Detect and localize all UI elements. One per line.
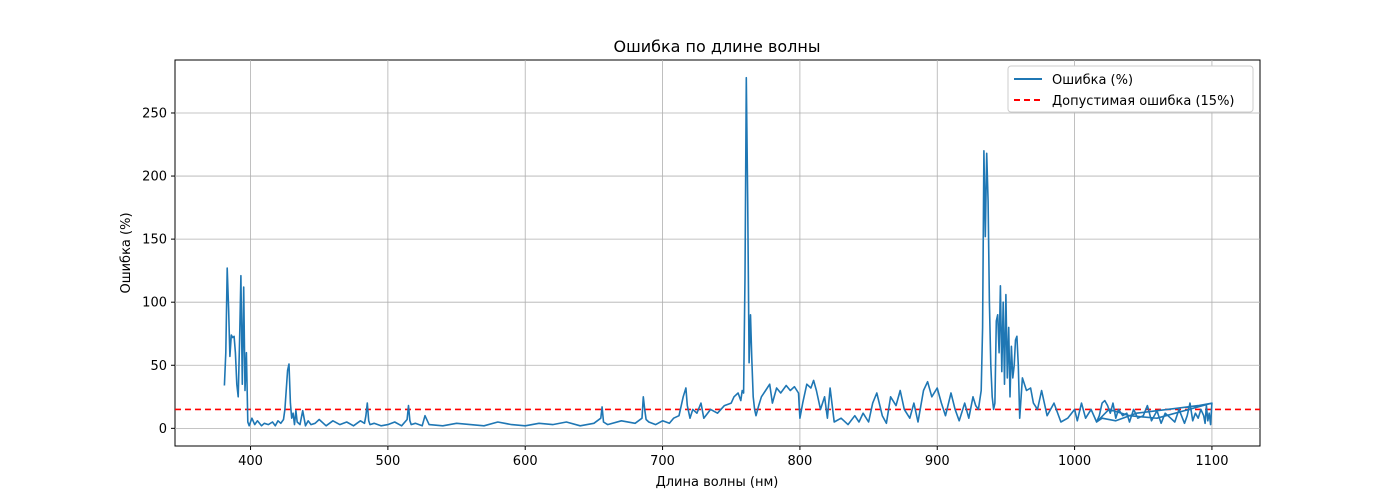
y-tick-label: 150: [142, 233, 167, 248]
legend: Ошибка (%) Допустимая ошибка (15%): [1007, 65, 1254, 113]
x-tick-label: 700: [650, 454, 675, 469]
plot-frame: [174, 59, 1261, 447]
chart-title: Ошибка по длине волны: [613, 37, 820, 56]
plot-area: 400 500 600 700 800 900 1000 1100 0 50 100 150 200 2…: [142, 59, 1261, 469]
y-axis-label: Ошибка (%): [119, 212, 134, 293]
y-tick-label: 50: [150, 359, 167, 374]
error-series-line: [223, 76, 1213, 427]
x-tick-label: 800: [787, 454, 812, 469]
legend-series-label: Ошибка (%): [1052, 73, 1133, 88]
y-axis-ticks: 0 50 100 150 200 250: [142, 106, 175, 437]
grid-lines: [175, 60, 1260, 446]
y-tick-label: 100: [142, 296, 167, 311]
x-tick-label: 1100: [1195, 454, 1228, 469]
x-tick-label: 900: [925, 454, 950, 469]
legend-threshold-label: Допустимая ошибка (15%): [1052, 94, 1235, 109]
y-tick-label: 250: [142, 106, 167, 121]
x-tick-label: 600: [513, 454, 538, 469]
x-axis-label: Длина волны (нм): [656, 475, 779, 490]
y-tick-label: 0: [159, 422, 167, 437]
x-tick-label: 500: [375, 454, 400, 469]
y-tick-label: 200: [142, 170, 167, 185]
legend-box: [1007, 65, 1254, 113]
x-tick-label: 400: [238, 454, 263, 469]
x-axis-ticks: 400 500 600 700 800 900 1000 1100: [238, 446, 1228, 469]
x-tick-label: 1000: [1058, 454, 1091, 469]
